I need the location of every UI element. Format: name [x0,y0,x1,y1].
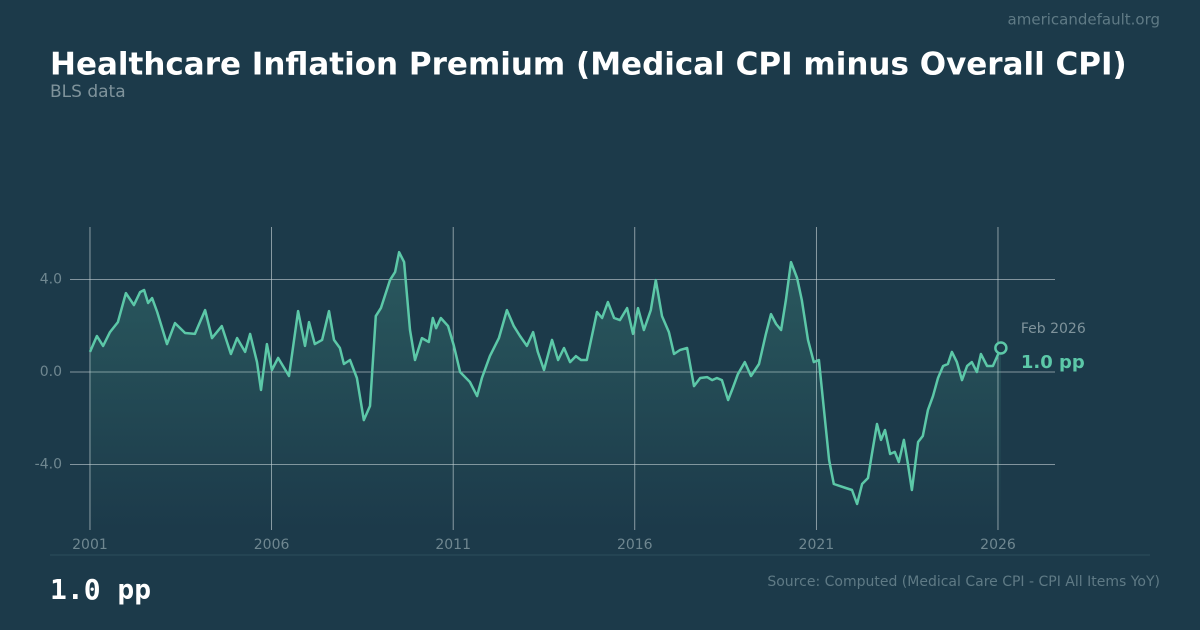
source-note: Source: Computed (Medical Care CPI - CPI… [767,574,1160,590]
chart-subtitle: BLS data [50,82,126,102]
end-date-label: Feb 2026 [1021,321,1086,337]
area [90,252,1001,530]
line [88,250,1003,506]
headline-value: 1.0 pp [50,573,151,606]
end-value-label: 1.0 pp [1021,352,1085,373]
x-tick-label: 2001 [72,537,108,553]
plot-area: 4.0 0.0 -4.0 2001 2006 2011 2016 2021 2026 Feb 20… [35,227,1086,553]
x-tick-label: 2026 [980,537,1016,553]
x-tick-label: 2016 [617,537,653,553]
y-tick-label: 0.0 [40,364,62,380]
end-point [994,341,1008,355]
x-tick-label: 2006 [254,537,290,553]
x-tick-label: 2021 [799,537,835,553]
y-tick-label: 4.0 [40,272,62,288]
y-tick-label: -4.0 [35,456,62,472]
x-tick-label: 2011 [435,537,471,553]
chart-title: Healthcare Inflation Premium (Medical CP… [50,47,1127,83]
site-name: americandefault.org [1008,11,1160,29]
